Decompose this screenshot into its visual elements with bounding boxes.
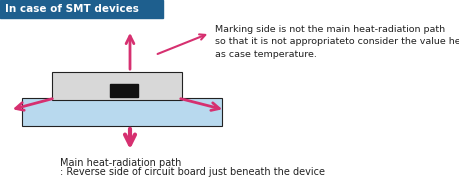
Bar (0, 0, 162, 18)
Text: Main heat-radiation path: Main heat-radiation path (60, 158, 181, 168)
Text: : Reverse side of circuit board just beneath the device: : Reverse side of circuit board just ben… (60, 167, 325, 177)
Bar (110, 84, 138, 97)
Text: In case of SMT devices: In case of SMT devices (5, 4, 139, 14)
Bar (52, 72, 182, 100)
Text: Marking side is not the main heat-radiation path
so that it is not appropriateto: Marking side is not the main heat-radiat… (214, 25, 459, 59)
Bar (22, 98, 222, 126)
